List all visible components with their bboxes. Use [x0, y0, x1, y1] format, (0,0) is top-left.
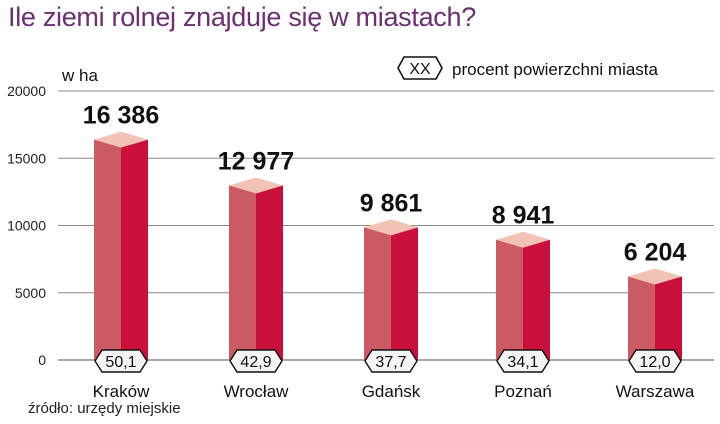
bar-right-face — [655, 276, 682, 360]
bar-top-face — [229, 177, 283, 194]
bar-top-face — [364, 219, 418, 236]
legend-symbol-shape — [397, 56, 443, 80]
bar-value-label: 12 977 — [218, 147, 294, 175]
legend-symbol-text: XX — [409, 61, 431, 78]
bar-value-label: 9 861 — [360, 189, 423, 217]
category-label: Kraków — [93, 382, 150, 401]
chart-title: Ile ziemi rolnej znajduje się w miastach… — [8, 2, 476, 32]
y-axis-unit-label: w ha — [61, 66, 98, 85]
percent-tag — [628, 349, 682, 373]
percent-label: 37,7 — [375, 354, 406, 371]
percent-label: 34,1 — [507, 354, 538, 371]
bar-top-face — [496, 231, 550, 248]
y-tick-label: 20000 — [7, 83, 46, 99]
percent-tag — [94, 349, 148, 373]
bar-left-face — [364, 227, 391, 360]
bar-left-face — [94, 139, 121, 360]
percent-tag — [496, 349, 550, 373]
category-label: Wrocław — [224, 382, 290, 401]
percent-label: 12,0 — [639, 354, 670, 371]
bar-value-label: 16 386 — [83, 102, 159, 130]
legend-text: procent powierzchni miasta — [452, 60, 659, 79]
bar-right-face — [391, 227, 418, 360]
gridlines: 0 5000 10000 15000 20000 — [7, 83, 714, 368]
y-tick-label: 15000 — [7, 150, 46, 166]
bar-value-label: 8 941 — [492, 202, 555, 230]
bar-left-face — [229, 185, 256, 360]
bar-top-face — [628, 268, 682, 285]
percent-tag — [364, 349, 418, 373]
percent-label: 42,9 — [240, 354, 271, 371]
category-label: Gdańsk — [362, 382, 421, 401]
bar-left-face — [628, 276, 655, 360]
percent-label: 50,1 — [105, 354, 136, 371]
bar-left-face — [496, 239, 523, 360]
bar-top-face — [94, 131, 148, 148]
bar-right-face — [523, 239, 550, 360]
source-note: źródło: urzędy miejskie — [28, 400, 181, 417]
legend: XX procent powierzchni miasta — [397, 56, 659, 80]
bar-right-face — [256, 185, 283, 360]
y-tick-label: 5000 — [15, 285, 46, 301]
y-tick-label: 0 — [38, 352, 46, 368]
bar-value-label: 6 204 — [624, 239, 687, 267]
bars — [94, 131, 682, 360]
category-label: Poznań — [494, 382, 552, 401]
bar-right-face — [121, 139, 148, 360]
labels: 16 386 50,1 Kraków 12 977 42,9 Wrocław 9 861 37… — [83, 102, 695, 401]
y-tick-label: 10000 — [7, 218, 46, 234]
percent-tag — [229, 349, 283, 373]
category-label: Warszawa — [616, 382, 695, 401]
